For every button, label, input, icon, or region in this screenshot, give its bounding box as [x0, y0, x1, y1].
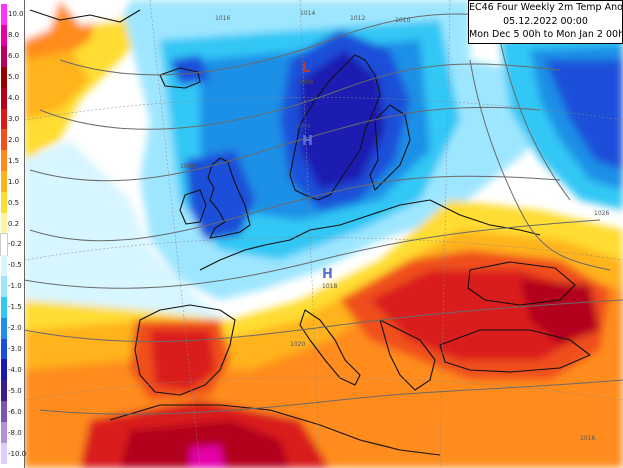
isobars: [23, 13, 623, 415]
colorbar-label: -5.0: [8, 386, 22, 395]
colorbar-label: -8.0: [8, 428, 22, 437]
colorbar-label: 1.5: [8, 156, 20, 165]
colorbar-swatch: [1, 192, 7, 214]
colorbar-label: -0.5: [8, 261, 22, 270]
colorbar-label: 1.0: [8, 177, 20, 186]
colorbar-swatch: [1, 296, 7, 318]
colorbar-swatch: [1, 254, 7, 276]
colorbar-label: 5.0: [8, 73, 20, 82]
isobar-label: 1008: [298, 79, 313, 86]
colorbar-label: 10.0: [8, 10, 24, 19]
pressure-centers: L H H: [302, 61, 333, 282]
title-line-period: Mon Dec 5 00h to Mon Jan 2 00h: [469, 29, 623, 40]
colorbar-label: 8.0: [8, 31, 20, 40]
colorbar-swatch: [1, 66, 7, 88]
colorbar: 10.0 8.0 6.0 5.0 4.0 3.0 2.0 1.5 1.0 0.5 0.2 -0.2 -0…: [0, 0, 27, 468]
colorbar-label: -4.0: [8, 365, 22, 374]
colorbar-label: -1.5: [8, 303, 22, 312]
isobar-label: 1010: [395, 17, 410, 24]
isobar-label: 1016: [215, 15, 230, 22]
colorbar-label: -3.0: [8, 345, 22, 353]
colorbar-swatch: [1, 422, 7, 444]
colorbar-swatch: [1, 129, 7, 151]
anomaly-field: [24, 0, 623, 468]
pressure-center-low: L: [302, 61, 310, 76]
colorbar-swatch: [1, 338, 7, 360]
colorbar-swatch: [1, 213, 7, 234]
coastlines: [29, 9, 591, 456]
title-box: EC46 Four Weekly 2m Temp Anom 05.12.2022…: [468, 0, 623, 44]
colorbar-label: 2.0: [8, 135, 20, 144]
pressure-center-high: H: [302, 134, 313, 149]
colorbar-label: -2.0: [8, 324, 22, 333]
isobar-label: 1018: [322, 283, 337, 290]
title-line-init: 05.12.2022 00:00: [503, 15, 588, 27]
title-line-model: EC46 Four Weekly 2m Temp Anom: [469, 2, 623, 13]
isobar-label: 1020: [290, 341, 305, 348]
isobar-label: 1016: [580, 435, 595, 442]
colorbar-swatch: [1, 317, 7, 339]
isobar-label: 1006: [180, 163, 195, 170]
colorbar-label: -6.0: [8, 407, 22, 416]
pressure-center-high: H: [322, 267, 333, 282]
colorbar-swatch: [1, 171, 7, 193]
colorbar-label: 6.0: [8, 52, 20, 61]
colorbar-label: 3.0: [8, 115, 20, 123]
isobar-label: 1026: [594, 210, 609, 217]
colorbar-label: 0.5: [8, 198, 20, 207]
colorbar-swatch: [1, 150, 7, 172]
colorbar-swatch: [1, 45, 7, 67]
colorbar-swatch: [1, 380, 7, 402]
colorbar-label: -10.0: [8, 449, 27, 458]
colorbar-label: 4.0: [8, 94, 20, 103]
colorbar-swatch: [1, 359, 7, 381]
colorbar-swatch: [1, 24, 7, 46]
colorbar-label: 0.2: [8, 219, 20, 228]
colorbar-swatch: [1, 4, 7, 25]
colorbar-label: -0.2: [8, 240, 22, 249]
colorbar-swatch: [1, 275, 7, 297]
graticule: [23, 0, 623, 468]
isobar-labels: 1016 1014 1012 1010 1008 1006 1004 1018 …: [180, 10, 609, 442]
isobar-label: 1012: [350, 15, 365, 22]
colorbar-swatch: [1, 443, 7, 464]
colorbar-swatch: [1, 108, 7, 130]
isobar-label: 1014: [300, 10, 315, 17]
colorbar-swatch: [1, 401, 7, 423]
colorbar-label: -1.0: [8, 282, 22, 291]
colorbar-swatch: [1, 87, 7, 109]
colorbar-swatch: [0, 233, 8, 256]
isobar-label: 1004: [295, 123, 310, 130]
